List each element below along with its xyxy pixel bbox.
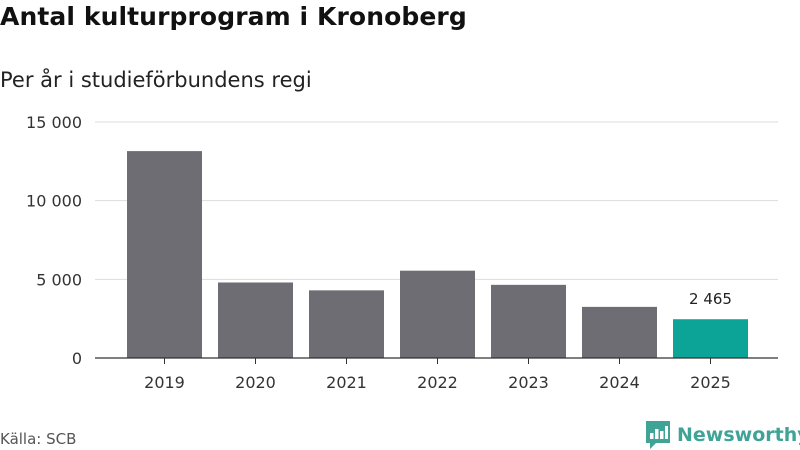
x-tick-label: 2023: [508, 373, 549, 392]
data-label: 2 465: [689, 290, 732, 308]
brand: Newsworthy: [645, 420, 800, 450]
x-tick-label: 2022: [417, 373, 458, 392]
bar: [582, 306, 657, 358]
y-tick-label: 0: [72, 349, 82, 368]
bar: [491, 284, 566, 358]
x-tick-label: 2024: [599, 373, 640, 392]
x-tick-label: 2021: [326, 373, 367, 392]
y-tick-label: 15 000: [26, 113, 82, 132]
brand-name: Newsworthy: [677, 424, 800, 446]
bar: [127, 151, 202, 358]
x-tick-label: 2019: [144, 373, 185, 392]
x-tick-label: 2025: [690, 373, 731, 392]
y-tick-label: 10 000: [26, 192, 82, 211]
bar: [400, 270, 475, 358]
bar: [673, 319, 748, 358]
source-note: Källa: SCB: [0, 430, 77, 448]
y-tick-label: 5 000: [36, 270, 82, 289]
x-tick-label: 2020: [235, 373, 276, 392]
chart-subtitle: Per år i studieförbundens regi: [0, 68, 312, 92]
newsworthy-logo-icon: [646, 421, 670, 449]
bar: [309, 290, 384, 358]
chart-title: Antal kulturprogram i Kronoberg: [0, 2, 467, 31]
bar: [218, 282, 293, 358]
